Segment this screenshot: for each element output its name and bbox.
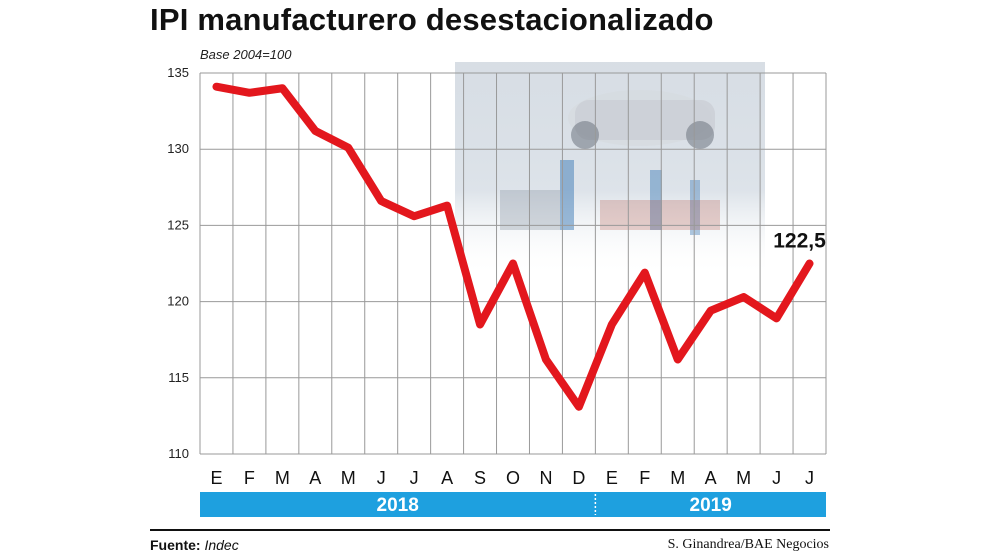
x-tick-label: J (772, 468, 781, 488)
x-tick-label: D (572, 468, 585, 488)
x-tick-label: A (441, 468, 453, 488)
x-tick-label: J (410, 468, 419, 488)
x-tick-label: M (670, 468, 685, 488)
last-value-label: 122,5 (773, 230, 826, 253)
y-tick-label: 120 (167, 294, 189, 309)
footer-rule (150, 529, 830, 531)
year-label: 2019 (690, 495, 732, 516)
year-label: 2018 (377, 495, 419, 516)
credit: S. Ginandrea/BAE Negocios (667, 537, 829, 552)
y-tick-label: 125 (167, 217, 189, 232)
x-tick-label: O (506, 468, 520, 488)
x-tick-label: M (341, 468, 356, 488)
source-value: Indec (204, 537, 239, 553)
chart-title: IPI manufacturero desestacionalizado (150, 2, 714, 37)
x-tick-label: M (275, 468, 290, 488)
x-tick-label: F (639, 468, 650, 488)
source-label: Fuente: (150, 537, 201, 553)
x-tick-label: F (244, 468, 255, 488)
y-tick-label: 110 (168, 446, 189, 461)
y-tick-label: 130 (167, 141, 189, 156)
x-tick-label: S (474, 468, 486, 488)
x-tick-label: N (539, 468, 552, 488)
series-lines (212, 82, 814, 411)
y-tick-label: 135 (167, 65, 189, 80)
y-tick-label: 115 (168, 370, 189, 385)
x-tick-label: E (210, 468, 222, 488)
y-axis: 110 115 120 125 130 135 (167, 65, 189, 461)
x-tick-label: J (377, 468, 386, 488)
chart-subtitle: Base 2004=100 (200, 47, 292, 62)
x-tick-label: E (606, 468, 618, 488)
x-tick-label: A (309, 468, 321, 488)
year-band: 2018 2019 (200, 492, 826, 517)
factory-photo-background (455, 62, 765, 277)
source-note: Fuente: Indec (150, 537, 239, 553)
x-tick-label: J (805, 468, 814, 488)
x-tick-label: A (705, 468, 717, 488)
x-tick-label: M (736, 468, 751, 488)
year-band-bar (200, 492, 826, 517)
